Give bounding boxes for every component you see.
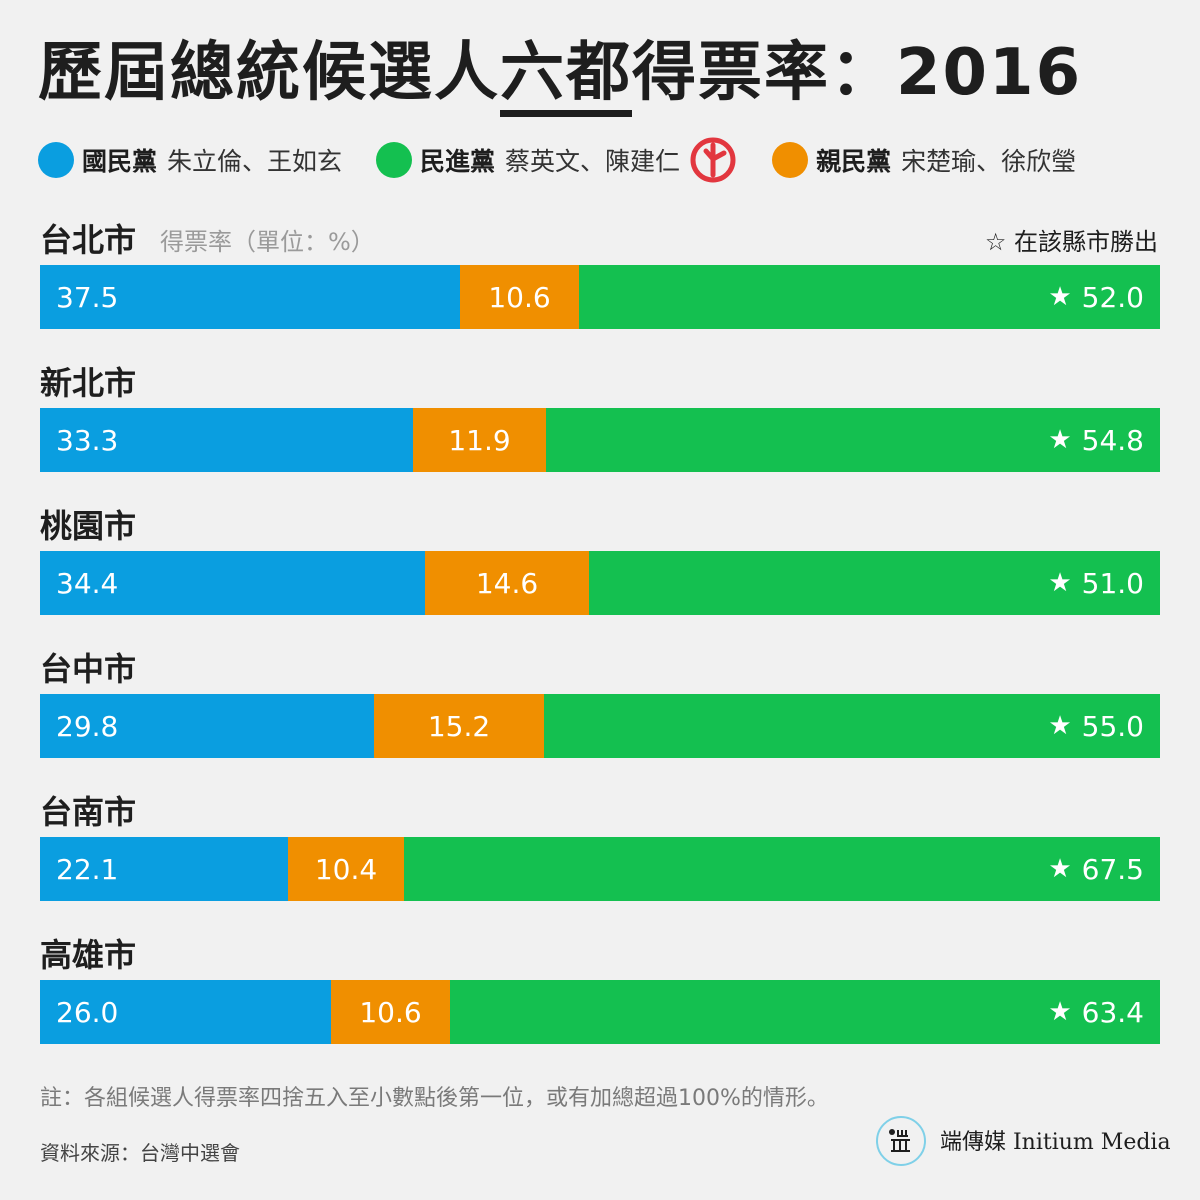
initium-glyph-icon <box>889 1129 910 1152</box>
brand-name: 端傳媒 Initium Media <box>940 1130 1171 1155</box>
winner-star-icon: ★ <box>1048 568 1072 598</box>
stacked-bar-row: 22.1 10.4 ★ 67.5 <box>40 837 1160 901</box>
winner-star-icon: ★ <box>1048 854 1072 884</box>
title-after: 得票率：2016 <box>632 36 1083 110</box>
legend-item-pfp: 親民黨 宋楚瑜、徐欣瑩 <box>772 142 1076 178</box>
bar-segment-dpp: ★ 51.0 <box>589 551 1160 615</box>
legend-candidates-kmt: 朱立倫、王如玄 <box>167 147 343 176</box>
stacked-bar-row: 26.0 10.6 ★ 63.4 <box>40 980 1160 1044</box>
data-label: 67.5 <box>1081 852 1144 886</box>
bar-segment-pfp: 15.2 <box>374 694 544 758</box>
category-label: 台南市 <box>40 793 137 831</box>
legend-item-dpp: 民進黨 蔡英文、陳建仁 <box>376 135 738 185</box>
bar-segment-dpp: ★ 52.0 <box>579 265 1160 329</box>
winner-star-icon: ★ <box>1048 425 1072 455</box>
data-label: 33.3 <box>56 423 119 457</box>
bar-segment-kmt: 26.0 <box>40 980 331 1044</box>
winner-star-icon: ★ <box>1048 711 1072 741</box>
legend-party-pfp: 親民黨 <box>816 147 892 176</box>
legend-swatch-kmt <box>38 142 74 178</box>
initium-logo-icon <box>876 1116 926 1166</box>
data-label: 26.0 <box>56 995 119 1029</box>
category-label: 台北市 <box>40 221 137 259</box>
category-label: 新北市 <box>40 364 137 402</box>
legend-swatch-dpp <box>376 142 413 178</box>
bar-segment-dpp: ★ 54.8 <box>546 408 1160 472</box>
data-label: 54.8 <box>1081 423 1144 457</box>
data-label: 51.0 <box>1081 566 1144 600</box>
data-label: 63.4 <box>1081 995 1144 1029</box>
title-highlight: 六都 <box>500 36 632 117</box>
category-label: 高雄市 <box>40 936 137 974</box>
stacked-bar-row: 34.4 14.6 ★ 51.0 <box>40 551 1160 615</box>
legend-party-dpp: 民進黨 <box>420 147 496 176</box>
bar-segment-dpp: ★ 67.5 <box>404 837 1160 901</box>
bar-segment-kmt: 33.3 <box>40 408 413 472</box>
legend: 國民黨 朱立倫、王如玄 民進黨 蔡英文、陳建仁 親民黨 宋楚瑜、徐欣瑩 <box>38 137 1110 183</box>
source-credit: 資料來源：台灣中選會 <box>40 1141 240 1165</box>
title-before: 歷屆總統候選人 <box>38 36 500 110</box>
data-label: 15.2 <box>427 709 491 743</box>
legend-candidates-pfp: 宋楚瑜、徐欣瑩 <box>901 147 1077 176</box>
stacked-bar-row: 29.8 15.2 ★ 55.0 <box>40 694 1160 758</box>
bar-segment-pfp: 14.6 <box>425 551 589 615</box>
stacked-bar-row: 33.3 11.9 ★ 54.8 <box>40 408 1160 472</box>
data-label: 52.0 <box>1081 280 1144 314</box>
data-label: 22.1 <box>56 852 119 886</box>
bar-segment-pfp: 10.4 <box>288 837 404 901</box>
category-label: 桃園市 <box>40 507 137 545</box>
legend-candidates-dpp: 蔡英文、陳建仁 <box>505 147 681 176</box>
data-label: 10.6 <box>359 995 422 1029</box>
bar-segment-pfp: 11.9 <box>413 408 546 472</box>
winner-star-icon: ★ <box>1048 997 1072 1027</box>
stacked-bar-row: 37.5 10.6 ★ 52.0 <box>40 265 1160 329</box>
winner-star-icon: ★ <box>1048 282 1072 312</box>
bar-segment-kmt: 34.4 <box>40 551 425 615</box>
legend-item-kmt: 國民黨 朱立倫、王如玄 <box>38 142 342 178</box>
data-label: 10.6 <box>488 280 551 314</box>
data-label: 10.4 <box>314 852 378 886</box>
unit-label: 得票率（單位：%） <box>160 228 375 256</box>
winner-note: ☆ 在該縣市勝出 <box>984 228 1158 256</box>
legend-party-kmt: 國民黨 <box>82 147 158 176</box>
bar-segment-kmt: 37.5 <box>40 265 460 329</box>
data-label: 37.5 <box>56 280 119 314</box>
bar-segment-kmt: 29.8 <box>40 694 374 758</box>
vote-stamp-icon <box>690 137 736 183</box>
bar-segment-kmt: 22.1 <box>40 837 288 901</box>
bar-segment-pfp: 10.6 <box>331 980 450 1044</box>
page-title: 歷屆總統候選人六都得票率：2016 <box>38 28 1082 118</box>
data-label: 11.9 <box>448 423 511 457</box>
data-label: 29.8 <box>56 709 119 743</box>
bar-segment-dpp: ★ 55.0 <box>544 694 1160 758</box>
data-label: 14.6 <box>475 566 539 600</box>
bar-segment-dpp: ★ 63.4 <box>450 980 1160 1044</box>
bar-segment-pfp: 10.6 <box>460 265 579 329</box>
category-label: 台中市 <box>40 650 137 688</box>
legend-swatch-pfp <box>772 142 809 178</box>
data-label: 34.4 <box>56 566 119 600</box>
footnote: 註：各組候選人得票率四捨五入至小數點後第一位，或有加總超過100%的情形。 <box>40 1086 829 1111</box>
data-label: 55.0 <box>1081 709 1144 743</box>
